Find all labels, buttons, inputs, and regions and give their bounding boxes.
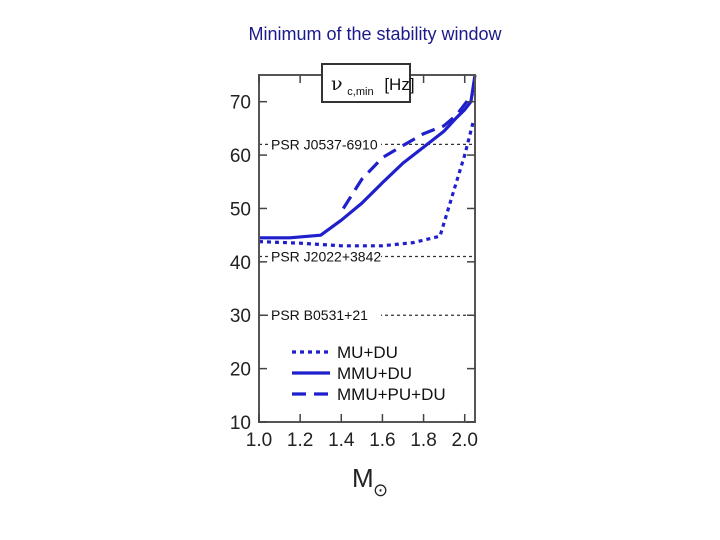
legend: MU+DU MMU+DU MMU+PU+DU	[292, 343, 446, 404]
series-line	[341, 92, 475, 210]
units-subscript: c,min	[347, 86, 373, 98]
units-symbol: ν	[331, 73, 343, 95]
y-tick-label: 70	[230, 93, 251, 114]
y-tick-label: 10	[230, 413, 251, 434]
reference-lines: PSR J0537-6910 PSR J2022+3842 PSR B0531+21	[259, 135, 475, 325]
units-box-frame	[321, 63, 411, 103]
units-unit: [Hz]	[384, 75, 414, 94]
solar-mass-symbol: ⊙	[373, 480, 388, 501]
legend-label: MMU+DU	[337, 364, 412, 383]
y-tick-label: 30	[230, 306, 251, 327]
legend-label: MMU+PU+DU	[337, 385, 446, 404]
axis-ticks: 10 20 30 40 50 60 70 1.0 1.2 1.4 1.6 1.8 2.0	[230, 75, 478, 451]
series-lines	[258, 74, 477, 248]
series-line	[258, 122, 475, 248]
y-tick-label: 60	[230, 146, 251, 167]
x-axis-label: M ⊙	[352, 463, 388, 501]
reference-label: PSR J2022+3842	[271, 249, 381, 265]
reference-label: PSR J0537-6910	[271, 136, 378, 152]
reference-label: PSR B0531+21	[271, 307, 368, 323]
x-tick-label: 1.4	[328, 430, 355, 451]
units-box-label: ν c,min [Hz]	[331, 73, 415, 99]
units-box: ν c,min [Hz]	[321, 63, 415, 103]
series-line	[259, 74, 477, 240]
y-tick-label: 40	[230, 253, 251, 274]
x-axis-label-text: M	[352, 463, 374, 493]
x-tick-label: 2.0	[452, 430, 478, 451]
x-tick-label: 1.6	[369, 430, 395, 451]
reference-label-bg	[269, 306, 381, 325]
x-tick-label: 1.8	[410, 430, 436, 451]
slide-title: Minimum of the stability window	[248, 24, 502, 44]
legend-label: MU+DU	[337, 343, 398, 362]
reference-label-bg	[269, 135, 381, 154]
x-tick-label: 1.2	[287, 430, 313, 451]
y-tick-label: 50	[230, 199, 251, 220]
reference-label-bg	[269, 247, 381, 266]
y-tick-label: 20	[230, 360, 251, 381]
x-tick-label: 1.0	[246, 430, 272, 451]
